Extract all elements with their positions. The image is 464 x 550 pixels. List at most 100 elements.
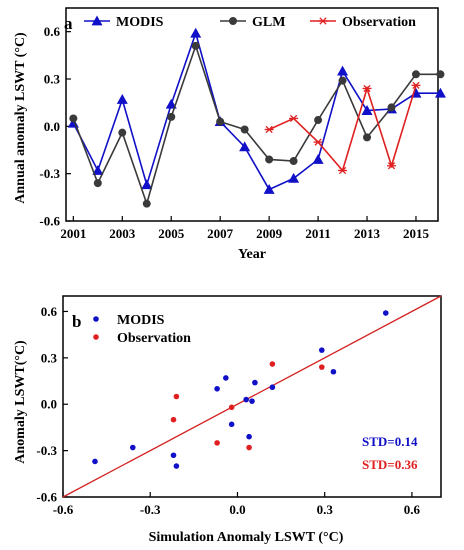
legend-label-glm: GLM: [252, 15, 285, 30]
std-observation-annotation: STD=0.36: [362, 457, 418, 472]
scatter-point-observation: [228, 404, 235, 411]
panel-b-x-tick-label: 0.3: [317, 502, 334, 517]
data-point-modis: [116, 94, 128, 104]
data-point-observation: [264, 125, 274, 134]
panel-b-x-axis-title: Simulation Anomaly LSWT (°C): [149, 530, 344, 545]
panel-b-frame: [62, 295, 442, 498]
scatter-point-modis: [92, 458, 98, 465]
scatter-point-observation: [318, 364, 325, 370]
scatter-point-modis: [129, 444, 136, 451]
data-point-glm: [93, 179, 102, 188]
panel-a-x-tick-label: 2003: [109, 226, 136, 241]
scatter-point-modis: [214, 385, 220, 392]
data-point-glm: [289, 157, 298, 166]
panel-b-y-tick-label: -0.3: [36, 443, 57, 458]
panel-a-x-tick-label: 2005: [158, 226, 185, 241]
data-point-glm: [240, 125, 249, 134]
data-point-modis: [434, 87, 446, 98]
panel-a-y-tick-label: 0.6: [44, 24, 61, 39]
data-point-glm: [314, 116, 323, 125]
series-line-glm: [72, 43, 441, 207]
legend-label-observation: Observation: [342, 15, 416, 30]
legend-marker-glm: [229, 17, 237, 25]
panel-a-frame: [65, 7, 439, 222]
panel-a-axes: [65, 7, 439, 222]
panel-b-fit-line: [62, 295, 442, 498]
scatter-point-modis: [173, 463, 180, 469]
scatter-point-modis: [330, 368, 337, 375]
data-point-modis: [288, 172, 300, 183]
data-point-modis: [312, 153, 324, 164]
panel-b-legend: MODIS Observation: [93, 313, 191, 346]
data-point-glm: [387, 103, 396, 112]
panel-a-legend: MODIS GLM Observation: [84, 15, 416, 30]
data-point-observation: [387, 162, 396, 170]
panel-a-x-axis-title: Year: [238, 247, 266, 262]
data-point-modis: [239, 141, 251, 152]
data-point-modis: [141, 179, 153, 190]
panel-b-y-tick-label: 0.3: [41, 350, 58, 365]
data-point-modis: [190, 27, 202, 38]
data-point-observation: [313, 138, 323, 146]
scatter-point-modis: [228, 421, 235, 428]
panel-a-x-tick-label: 2009: [256, 226, 283, 241]
data-point-observation: [289, 114, 299, 123]
panel-a-x-tick-label: 2015: [403, 226, 430, 241]
data-point-glm: [142, 199, 151, 208]
panel-a-y-tick-label: 0.3: [44, 72, 61, 87]
data-point-modis: [263, 183, 275, 194]
data-point-modis: [361, 105, 373, 115]
panel-b-x-tick-label: 0.0: [229, 502, 245, 517]
legend-dot-observation: [93, 334, 99, 340]
scatter-point-observation: [170, 416, 177, 423]
data-point-observation: [338, 166, 348, 175]
scatter-point-modis: [243, 396, 249, 403]
panel-a-x-tick-label: 2007: [207, 226, 234, 241]
scatter-point-modis: [318, 347, 325, 353]
panel-b-series-group: [92, 310, 389, 469]
data-point-modis: [337, 65, 349, 76]
panel-b-x-tick-label: 0.6: [404, 502, 421, 517]
data-point-glm: [167, 112, 176, 121]
panel-b-letter: b: [72, 312, 81, 331]
panel-b-y-tick-label: 0.6: [41, 304, 58, 319]
data-point-glm: [69, 114, 78, 123]
scatter-point-modis: [269, 384, 276, 391]
data-point-glm: [216, 117, 225, 126]
data-point-glm: [363, 133, 372, 142]
series-line-modis: [72, 30, 441, 191]
data-point-glm: [436, 70, 445, 79]
data-point-glm: [411, 70, 420, 79]
panel-a-y-tick-label: -0.6: [39, 214, 60, 229]
panel-a-x-tick-label: 2001: [60, 226, 86, 241]
data-point-observation: [362, 84, 372, 93]
panel-b-y-axis-title: Anomaly LSWT(°C): [13, 340, 28, 464]
data-point-glm: [338, 76, 347, 85]
series-line-observation: [268, 85, 417, 173]
legend-label-modis: MODIS: [117, 313, 165, 328]
data-point-modis: [165, 98, 177, 109]
data-point-glm: [191, 41, 200, 50]
legend-marker-observation: [318, 17, 328, 25]
scatter-point-modis: [382, 310, 389, 316]
data-point-glm: [118, 128, 127, 137]
legend-label-modis: MODIS: [116, 15, 164, 30]
panel-a-line-chart: a MODIS GLM Observation 2001 2003 2005 2007 20…: [13, 7, 446, 262]
legend-dot-modis: [93, 316, 99, 322]
panel-b-tick-labels: -0.6 -0.3 0.0 0.3 0.6 -0.6 -0.3 0.0 0.3 0.6: [36, 304, 420, 517]
scatter-point-modis: [252, 379, 258, 386]
panel-a-tick-labels: 2001 2003 2005 2007 2009 2011 2013 2015 -0.6 -0.3…: [39, 24, 429, 241]
panel-a-x-tick-label: 2013: [354, 226, 381, 241]
panel-a-y-axis-title: Annual anomaly LSWT (°C): [13, 32, 28, 204]
panel-a-letter: a: [64, 14, 73, 33]
panel-b-axes: [62, 295, 442, 498]
scatter-point-observation: [214, 440, 220, 446]
legend-label-observation: Observation: [117, 331, 191, 346]
std-modis-annotation: STD=0.14: [362, 434, 418, 449]
panel-b-x-tick-label: -0.6: [53, 502, 74, 517]
panel-b-y-tick-label: 0.0: [41, 397, 57, 412]
legend-marker-modis: [91, 15, 103, 26]
scatter-point-modis: [249, 398, 255, 404]
